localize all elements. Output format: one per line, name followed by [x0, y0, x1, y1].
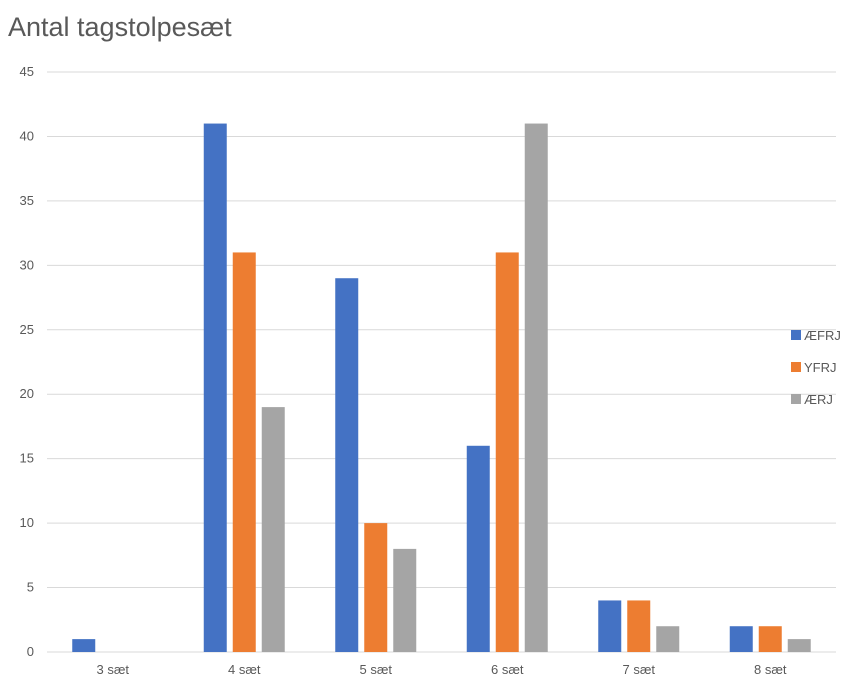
bar-5-0	[729, 626, 753, 652]
bar-0-0	[72, 639, 96, 652]
bar-3-0	[466, 445, 490, 652]
bar-1-0	[203, 123, 227, 653]
legend-swatch	[791, 330, 801, 340]
y-tick-label: 40	[20, 128, 34, 143]
x-tick-label: 7 sæt	[622, 662, 655, 677]
legend-label: ÆRJ	[804, 392, 833, 407]
bar-5-1	[758, 626, 782, 652]
y-tick-label: 30	[20, 257, 34, 272]
y-tick-label: 15	[20, 451, 34, 466]
x-tick-label: 3 sæt	[96, 662, 129, 677]
legend-swatch	[791, 362, 801, 372]
legend-label: YFRJ	[804, 360, 837, 375]
bar-2-2	[393, 548, 417, 652]
y-tick-label: 20	[20, 386, 34, 401]
legend: ÆFRJ YFRJ ÆRJ	[791, 328, 841, 407]
bar-2-1	[364, 523, 388, 652]
x-tick-label: 4 sæt	[228, 662, 261, 677]
bar-1-1	[232, 252, 256, 652]
bar-4-2	[656, 626, 680, 652]
bar-1-2	[261, 407, 285, 652]
legend-swatch	[791, 394, 801, 404]
y-tick-label: 35	[20, 193, 34, 208]
gridlines	[47, 71, 836, 653]
chart-title: Antal tagstolpesæt	[8, 12, 232, 42]
x-tick-label: 6 sæt	[491, 662, 524, 677]
bar-2-0	[335, 278, 359, 652]
bars	[72, 123, 811, 653]
x-axis-ticks: 3 sæt 4 sæt 5 sæt 6 sæt 7 sæt 8 sæt	[96, 662, 786, 677]
bar-5-2	[787, 639, 811, 652]
bar-3-2	[524, 123, 548, 653]
legend-label: ÆFRJ	[804, 328, 841, 343]
y-axis-ticks: 0 5 10 15 20 25 30 35 40 45	[20, 64, 34, 659]
bar-4-0	[598, 600, 622, 652]
bar-4-1	[627, 600, 651, 652]
y-tick-label: 5	[27, 580, 34, 595]
y-tick-label: 25	[20, 322, 34, 337]
x-tick-label: 5 sæt	[359, 662, 392, 677]
bar-3-1	[495, 252, 519, 652]
y-tick-label: 0	[27, 644, 34, 659]
y-tick-label: 45	[20, 64, 34, 79]
x-tick-label: 8 sæt	[754, 662, 787, 677]
y-tick-label: 10	[20, 515, 34, 530]
